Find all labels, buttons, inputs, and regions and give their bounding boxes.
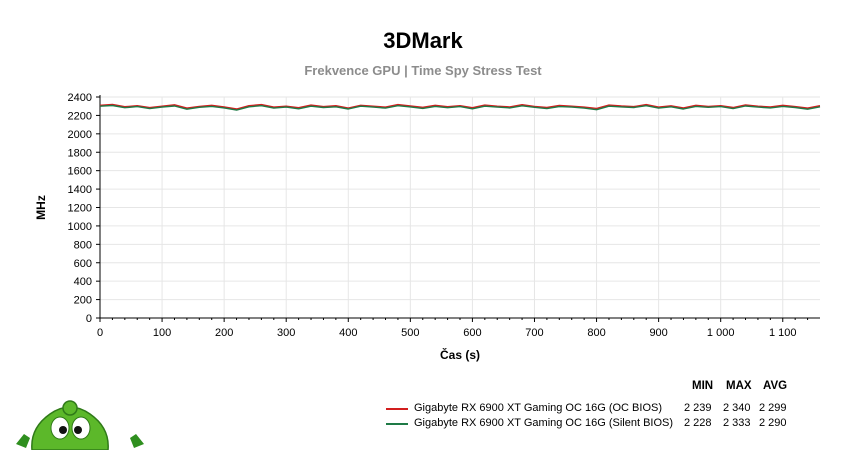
x-tick-label: 800: [587, 327, 605, 339]
y-tick-label: 2400: [68, 92, 92, 104]
y-tick-label: 2000: [68, 129, 92, 141]
legend-header-min: MIN: [692, 380, 714, 392]
y-tick-label: 1400: [68, 184, 92, 196]
legend-header-max: MAX: [726, 380, 752, 392]
y-axis-title: MHz: [34, 195, 48, 220]
y-tick-label: 200: [74, 295, 92, 307]
x-tick-label: 500: [401, 327, 419, 339]
x-tick-label: 0: [97, 327, 103, 339]
legend-swatch: [386, 423, 408, 425]
y-tick-label: 2200: [68, 110, 92, 122]
legend-max-value: 2 340: [723, 402, 751, 414]
chart-title: 3DMark: [383, 28, 463, 53]
series-line: [99, 104, 821, 111]
x-tick-label: 900: [649, 327, 667, 339]
y-tick-label: 1200: [68, 203, 92, 215]
legend-min-value: 2 239: [684, 402, 712, 414]
y-tick-label: 1800: [68, 147, 92, 159]
x-tick-label: 600: [463, 327, 481, 339]
mascot-logo: [16, 400, 144, 450]
legend-min-value: 2 228: [684, 417, 712, 429]
x-tick-label: 300: [277, 327, 295, 339]
line-chart: 0200400600800100012001400160018002000220…: [34, 92, 821, 362]
x-tick-label: 1 000: [707, 327, 735, 339]
x-tick-label: 700: [525, 327, 543, 339]
legend-row: Gigabyte RX 6900 XT Gaming OC 16G (Silen…: [386, 417, 806, 431]
legend-row: Gigabyte RX 6900 XT Gaming OC 16G (OC BI…: [386, 402, 806, 416]
legend-header-avg: AVG: [763, 380, 788, 392]
y-tick-label: 400: [74, 276, 92, 288]
y-tick-label: 1000: [68, 221, 92, 233]
legend-series-name: Gigabyte RX 6900 XT Gaming OC 16G (Silen…: [414, 417, 674, 429]
series-line: [99, 103, 821, 110]
x-axis-title: Čas (s): [440, 347, 480, 362]
legend-avg-value: 2 290: [759, 417, 787, 429]
y-tick-label: 1600: [68, 166, 92, 178]
x-tick-label: 400: [339, 327, 357, 339]
x-tick-label: 1 100: [769, 327, 797, 339]
x-tick-label: 200: [215, 327, 233, 339]
chart-subtitle: Frekvence GPU | Time Spy Stress Test: [304, 63, 542, 78]
legend-series-name: Gigabyte RX 6900 XT Gaming OC 16G (OC BI…: [414, 402, 663, 414]
y-tick-label: 0: [86, 313, 92, 325]
x-tick-label: 100: [153, 327, 171, 339]
y-tick-label: 600: [74, 258, 92, 270]
legend-avg-value: 2 299: [759, 402, 787, 414]
legend-swatch: [386, 408, 408, 410]
legend-max-value: 2 333: [723, 417, 751, 429]
y-tick-label: 800: [74, 239, 92, 251]
